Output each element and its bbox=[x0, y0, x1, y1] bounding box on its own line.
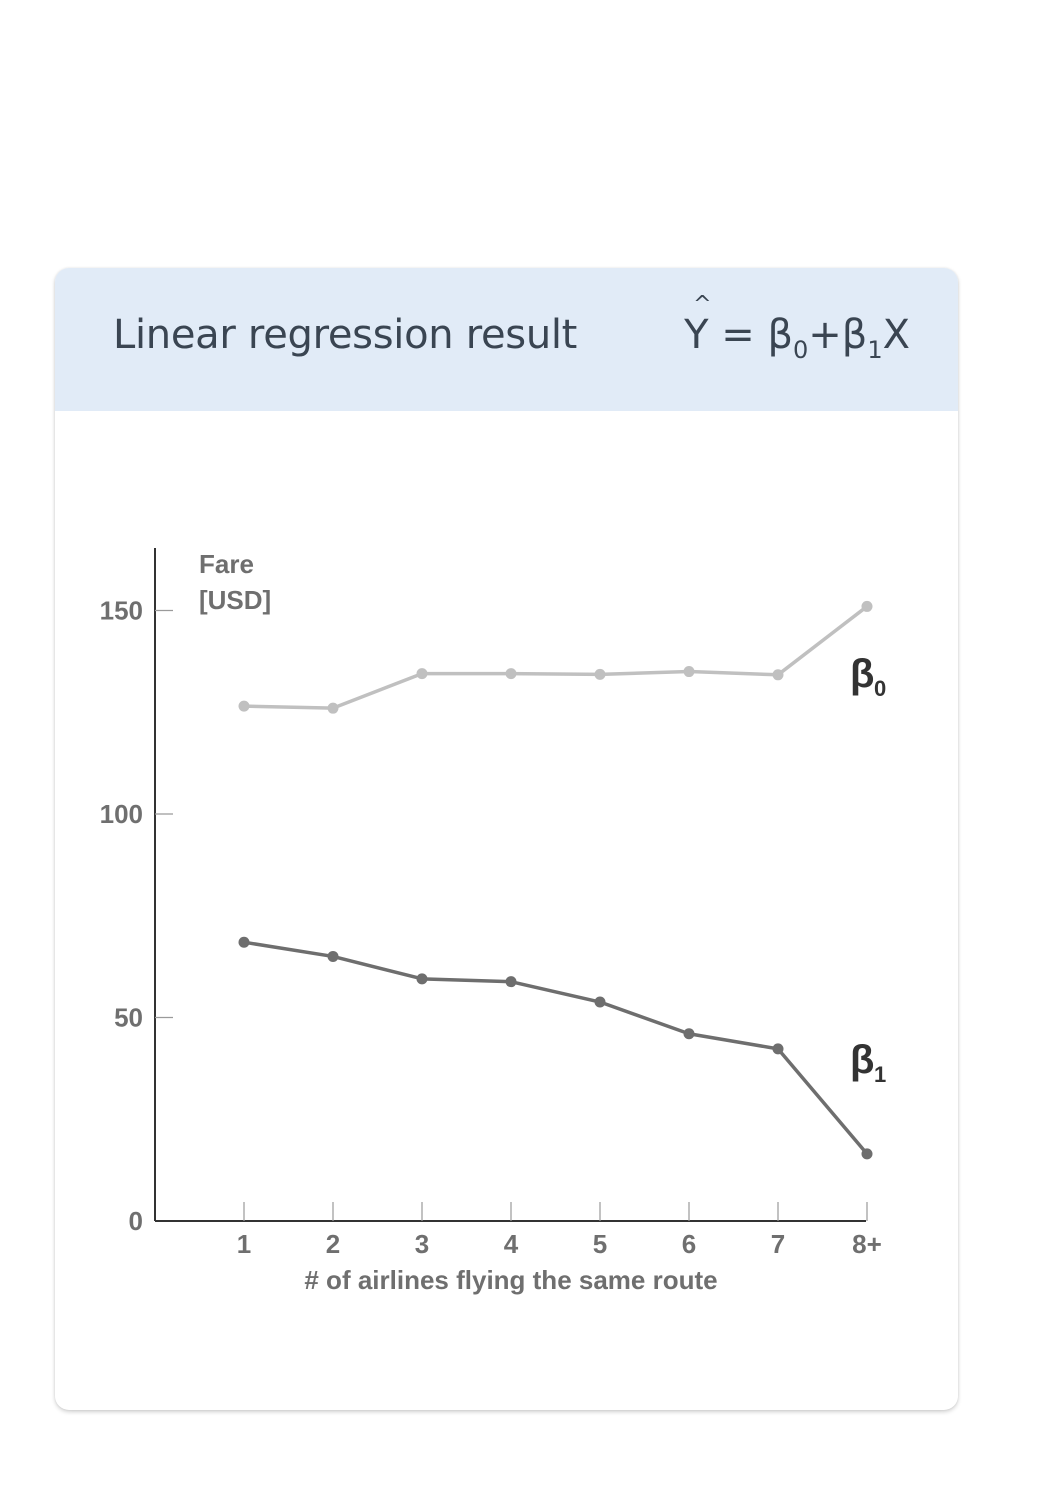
formula-beta0-sub: 0 bbox=[792, 336, 809, 364]
series-line-beta1 bbox=[242, 940, 869, 1156]
x-tick-label: 4 bbox=[504, 1229, 519, 1259]
data-point-beta0 bbox=[683, 666, 695, 678]
data-point-beta1 bbox=[238, 936, 250, 948]
series-line-beta0 bbox=[242, 604, 869, 710]
formula-beta1-sub: 1 bbox=[867, 336, 883, 364]
data-point-beta1 bbox=[416, 973, 428, 985]
data-point-beta1 bbox=[772, 1043, 784, 1055]
data-point-beta0 bbox=[327, 702, 339, 714]
data-point-beta1 bbox=[861, 1148, 873, 1160]
x-tick-label: 2 bbox=[326, 1229, 340, 1259]
formula-equals: = bbox=[708, 312, 768, 358]
formula-y: Y bbox=[684, 312, 709, 358]
y-axis-label-line2: [USD] bbox=[199, 585, 271, 615]
data-point-beta0 bbox=[594, 668, 606, 680]
data-point-beta1 bbox=[594, 996, 606, 1008]
card-header: Linear regression result ^ Y = β0+β1X bbox=[55, 268, 958, 411]
data-point-beta0 bbox=[238, 700, 250, 712]
series-label-sub-beta1: 1 bbox=[874, 1062, 886, 1087]
formula-plus: + bbox=[808, 312, 842, 358]
formula-beta0: β bbox=[767, 312, 793, 358]
x-tick-label: 5 bbox=[593, 1229, 607, 1259]
data-point-beta1 bbox=[505, 976, 517, 988]
x-tick-label: 6 bbox=[682, 1229, 696, 1259]
formula-hat: ^ bbox=[693, 292, 712, 317]
regression-card: Linear regression result ^ Y = β0+β1X bbox=[55, 268, 958, 1410]
series-label-beta1: β bbox=[850, 1038, 874, 1082]
x-axis-label: # of airlines flying the same route bbox=[304, 1265, 717, 1295]
data-point-beta1 bbox=[327, 950, 339, 962]
data-point-beta0 bbox=[416, 668, 428, 680]
x-tick-label: 8+ bbox=[852, 1229, 882, 1259]
data-point-beta0 bbox=[772, 669, 784, 681]
data-point-beta1 bbox=[683, 1028, 695, 1040]
x-tick-label: 1 bbox=[237, 1229, 251, 1259]
formula-y-hat: ^ Y bbox=[684, 292, 711, 358]
y-tick-label: 150 bbox=[100, 596, 143, 626]
series-label-sub-beta0: 0 bbox=[874, 676, 886, 701]
card-title: Linear regression result bbox=[113, 312, 578, 358]
y-tick-label: 50 bbox=[114, 1003, 143, 1033]
data-point-beta0 bbox=[861, 600, 873, 612]
formula-beta1: β bbox=[841, 312, 868, 358]
regression-formula: ^ Y = β0+β1X bbox=[684, 292, 910, 362]
x-tick-label: 7 bbox=[771, 1229, 785, 1259]
y-axis-label-line1: Fare bbox=[199, 549, 254, 579]
x-tick-label: 3 bbox=[415, 1229, 429, 1259]
data-point-beta0 bbox=[505, 668, 517, 680]
y-tick-label: 100 bbox=[100, 799, 143, 829]
series-label-beta0: β bbox=[850, 652, 874, 696]
y-tick-label: 0 bbox=[129, 1206, 143, 1236]
formula-x: X bbox=[882, 312, 910, 358]
